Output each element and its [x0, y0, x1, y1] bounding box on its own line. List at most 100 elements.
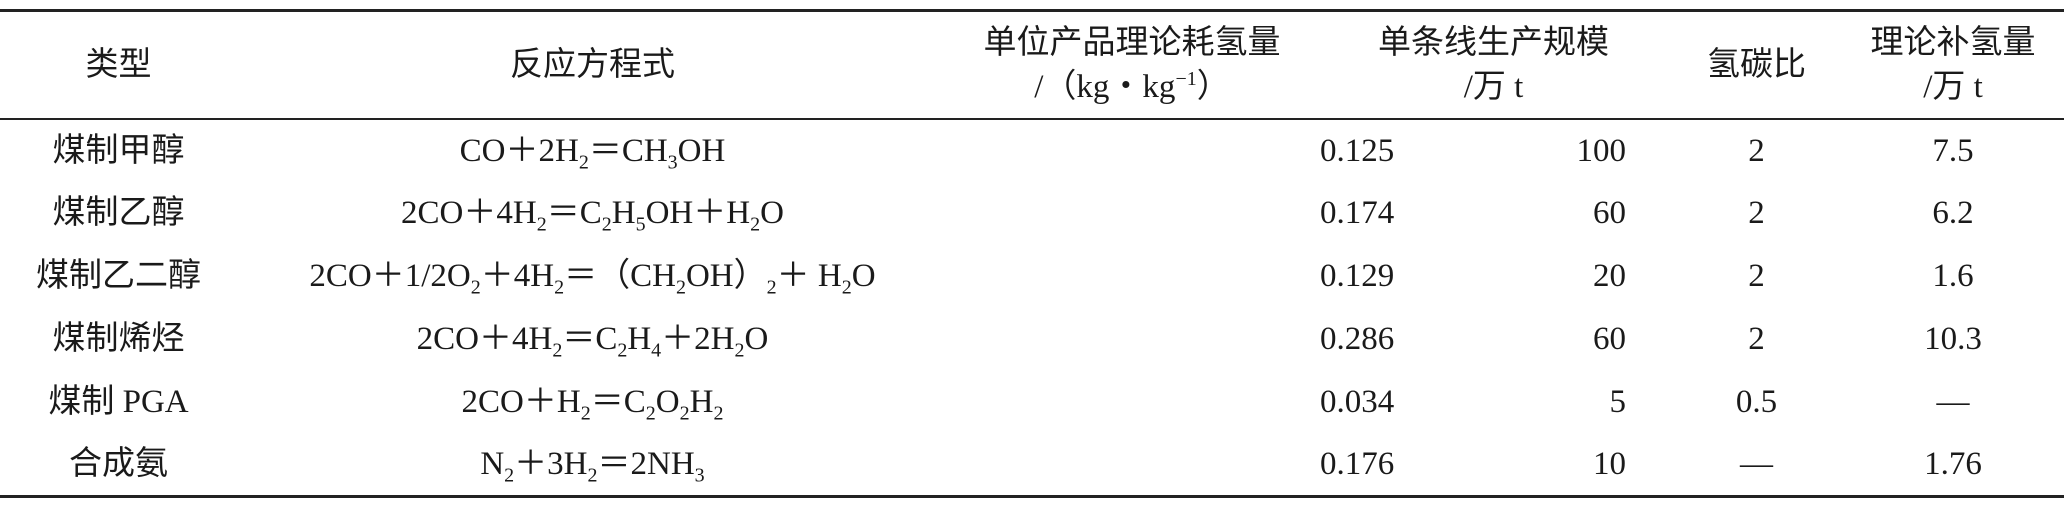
text-part: 2CO＋1/2O — [309, 258, 471, 294]
cell-text: 0.125 — [1320, 132, 1395, 169]
table-cell: 10 — [1316, 434, 1671, 497]
data-table: 类型 反应方程式 单位产品理论耗氢量 /（kg・kg−1） 单条线生产规模/万 t 氢碳比… — [0, 9, 2064, 498]
cell-text: 1.76 — [1924, 446, 1982, 483]
table-cell: 0.5 — [1671, 371, 1842, 434]
header-cell: 氢碳比 — [1671, 11, 1842, 119]
text-part: O — [655, 384, 680, 420]
subscript: 2 — [601, 213, 612, 236]
subscript: 2 — [554, 276, 565, 299]
cell-text: /万 t — [1923, 68, 1983, 105]
subscript: 2 — [580, 402, 591, 425]
cell-text: 反应方程式 — [510, 46, 675, 83]
table-header: 类型 反应方程式 单位产品理论耗氢量 /（kg・kg−1） 单条线生产规模/万 t 氢碳比… — [0, 10, 2064, 119]
table-cell: 20 — [1316, 245, 1671, 308]
table-cell: — — [1842, 371, 2064, 434]
subscript: 2 — [675, 276, 686, 299]
text-part: OH — [677, 132, 726, 169]
table-cell: 2CO＋4H2＝C2H5OH＋H2O — [237, 182, 948, 245]
header-line: 反应方程式 — [237, 43, 948, 87]
subscript: 3 — [667, 151, 678, 174]
subscript: 2 — [734, 339, 745, 362]
table-cell: 煤制甲醇 — [0, 119, 237, 182]
text-part: O — [851, 258, 876, 294]
cell-text: 2 — [1748, 132, 1765, 169]
supscript: −1 — [1175, 67, 1197, 90]
table-cell: 煤制烯烃 — [0, 308, 237, 371]
table-cell: 100 — [1316, 119, 1671, 182]
cell-text: 2 — [1748, 258, 1765, 294]
table-cell: 6.2 — [1842, 182, 2064, 245]
table-cell: 2 — [1671, 308, 1842, 371]
cell-text: 类型 — [85, 46, 152, 83]
text-part: H — [627, 321, 652, 357]
header-cell: 理论补氢量/万 t — [1842, 11, 2064, 119]
subscript: 2 — [713, 402, 724, 425]
table-cell: — — [1671, 434, 1842, 497]
subscript: 2 — [617, 339, 628, 362]
table-row: 煤制烯烃 2CO＋4H2＝C2H4＋2H2O 0.286 60 2 10.3 — [0, 308, 2064, 371]
cell-text: 10 — [1593, 446, 1626, 483]
subscript: 2 — [536, 213, 547, 236]
table-row: 煤制甲醇 CO＋2H2＝CH3OH 0.125 100 2 7.5 — [0, 119, 2064, 182]
cell-text: 100 — [1576, 132, 1627, 169]
header-line: 氢碳比 — [1671, 43, 1842, 87]
text-part: OH＋H — [645, 195, 751, 231]
cell-text: 理论补氢量 — [1870, 24, 2036, 61]
table-cell: 7.5 — [1842, 119, 2064, 182]
text-part: H — [689, 384, 714, 420]
text-part: ＝C — [590, 384, 646, 420]
text-part: CO＋2H — [459, 132, 579, 169]
table-cell: 煤制乙醇 — [0, 182, 237, 245]
table-cell: 0.174 — [948, 182, 1394, 245]
table-cell: CO＋2H2＝CH3OH — [237, 119, 948, 182]
cell-text: 0.286 — [1320, 321, 1395, 357]
subscript: 2 — [645, 402, 656, 425]
table-row: 煤制乙二醇 2CO＋1/2O2＋4H2＝（CH2OH）2＋ H2O 0.129 20 2… — [0, 245, 2064, 308]
table-cell: 5 — [1316, 371, 1671, 434]
subscript: 2 — [504, 464, 515, 487]
table-row: 煤制 PGA 2CO＋H2＝C2O2H2 0.034 5 0.5— — [0, 371, 2064, 434]
cell-text: 煤制乙醇 — [52, 195, 185, 231]
cell-text: 60 — [1593, 321, 1626, 357]
header-line: /（kg・kg−1） — [948, 65, 1316, 109]
subscript: 2 — [841, 276, 852, 299]
cell-text: 煤制烯烃 — [52, 321, 185, 357]
table-cell: 0.176 — [948, 434, 1394, 497]
subscript: 3 — [694, 464, 705, 487]
header-cell: 单位产品理论耗氢量 /（kg・kg−1） — [948, 11, 1316, 119]
cell-text: 单位产品理论耗氢量 — [983, 24, 1281, 61]
table-cell: 60 — [1316, 182, 1671, 245]
table-cell: 0.129 — [948, 245, 1394, 308]
cell-text: 20 — [1593, 258, 1626, 294]
text-part: 2CO＋H — [461, 384, 581, 420]
cell-text: 0.034 — [1320, 384, 1395, 420]
table-cell: 0.034 — [948, 371, 1394, 434]
cell-text: 0.176 — [1320, 446, 1395, 483]
cell-text: /万 t — [1463, 68, 1524, 105]
cell-text: 煤制乙二醇 — [36, 258, 201, 294]
text-part: OH） — [685, 258, 767, 294]
cell-text: 10.3 — [1924, 321, 1982, 357]
cell-text: 0.174 — [1320, 195, 1395, 231]
table-cell: 0.286 — [948, 308, 1394, 371]
header-line: 单条线生产规模 — [1316, 21, 1671, 65]
text-part: ＋2H — [661, 321, 735, 357]
text-part: ＋ H — [776, 258, 842, 294]
table-cell: N2＋3H2＝2NH3 — [237, 434, 948, 497]
cell-text: 6.2 — [1932, 195, 1974, 231]
text-part: 2CO＋4H — [416, 321, 553, 357]
cell-text: 合成氨 — [69, 446, 168, 483]
cell-text: 1.6 — [1932, 258, 1974, 294]
table-row: 煤制乙醇 2CO＋4H2＝C2H5OH＋H2O 0.174 60 2 6.2 — [0, 182, 2064, 245]
subscript: 2 — [552, 339, 563, 362]
subscript: 2 — [750, 213, 761, 236]
table-cell: 10.3 — [1842, 308, 2064, 371]
cell-text: 5 — [1609, 384, 1627, 420]
cell-text: 氢碳比 — [1707, 46, 1806, 83]
table-cell: 合成氨 — [0, 434, 237, 497]
header-line: 类型 — [0, 43, 237, 87]
header-line: 单位产品理论耗氢量 — [948, 21, 1316, 65]
text-part: O — [744, 321, 769, 357]
table-cell: 0.125 — [948, 119, 1394, 182]
